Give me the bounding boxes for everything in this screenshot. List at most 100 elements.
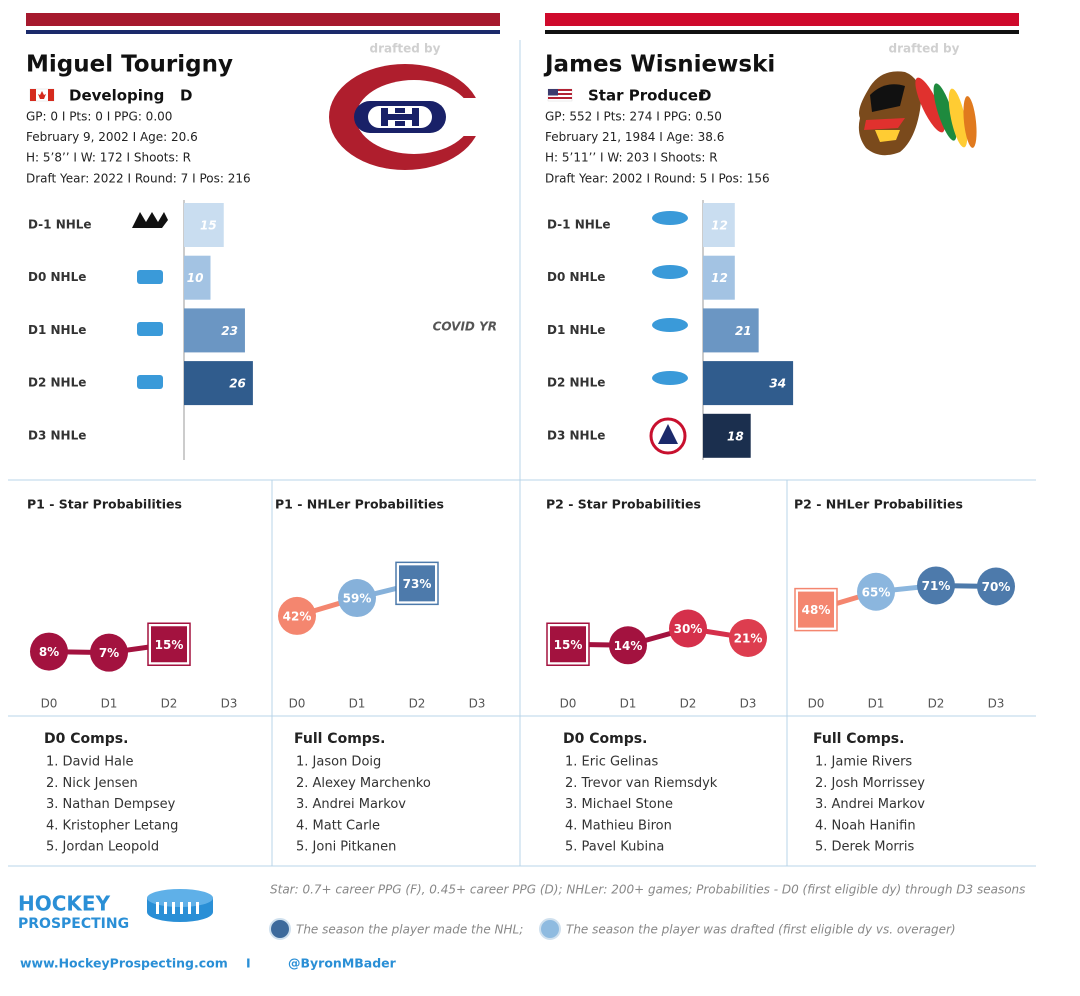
x-tick-label: D1: [620, 697, 637, 711]
point-label: 48%: [802, 603, 831, 617]
brand-line: HOCKEY: [18, 892, 111, 916]
row-label: D2 NHLe: [547, 376, 605, 390]
comps-item: 2. Josh Morrissey: [815, 776, 925, 791]
bar: [184, 361, 253, 406]
comps-item: 5. Jordan Leopold: [46, 840, 159, 855]
player-stat: Draft Year: 2022 I Round: 7 I Pos: 216: [26, 171, 251, 185]
comps-item: 3. Andrei Markov: [815, 797, 925, 812]
league-icons: [132, 211, 688, 455]
point-marker: [977, 567, 1015, 606]
point-label: 21%: [734, 631, 763, 645]
x-tick-label: D3: [469, 697, 486, 711]
bar-label: 34: [769, 377, 786, 391]
x-tick-label: D0: [560, 697, 577, 711]
team-logo-canadiens: [329, 64, 486, 170]
header-bar: [26, 13, 500, 26]
player-name: Miguel Tourigny: [26, 52, 233, 78]
player-stat: February 21, 1984 I Age: 38.6: [545, 130, 724, 144]
player-stat: GP: 0 I Pts: 0 I PPG: 0.00: [26, 110, 172, 124]
panel-title: P2 - NHLer Probabilities: [794, 497, 963, 512]
row-label: D-1 NHLe: [28, 218, 92, 232]
bar-label: 12: [711, 271, 728, 285]
row-label: D0 NHLe: [547, 270, 605, 284]
point-label: 15%: [155, 638, 184, 652]
player-role: Star Producer: [588, 87, 706, 105]
comps-item: 2. Nick Jensen: [46, 776, 138, 791]
dividers: [8, 40, 1036, 867]
row-label: D1 NHLe: [547, 323, 605, 337]
player-stat: H: 5’8’’ I W: 172 I Shoots: R: [26, 151, 191, 165]
comps-item: 5. Pavel Kubina: [565, 840, 664, 855]
point-marker: [30, 632, 68, 671]
comps-item: 5. Derek Morris: [815, 840, 915, 855]
flag-canada: [29, 88, 55, 102]
x-tick-label: D1: [868, 697, 885, 711]
player-stat: H: 5’11’’ I W: 203 I Shoots: R: [545, 151, 718, 165]
row-label: D0 NHLe: [28, 270, 86, 284]
point-label: 30%: [674, 622, 703, 636]
comps-item: 4. Noah Hanifin: [815, 818, 916, 833]
comps-item: 2. Trevor van Riemsdyk: [565, 776, 718, 791]
comps-title: D0 Comps.: [563, 731, 647, 747]
panel-title: P2 - Star Probabilities: [546, 497, 701, 512]
row-label: D3 NHLe: [547, 428, 605, 442]
bar: [703, 361, 794, 406]
point-marker: [151, 626, 187, 663]
bar-label: 18: [727, 429, 744, 443]
point-label: 7%: [99, 646, 119, 660]
point-label: 70%: [982, 580, 1011, 594]
point-marker: [90, 633, 128, 672]
bar: [703, 308, 759, 353]
bar: [703, 203, 735, 247]
player-stat: February 9, 2002 I Age: 20.6: [26, 130, 198, 144]
row-label: D2 NHLe: [28, 376, 86, 390]
comps-item: 1. Jason Doig: [296, 755, 381, 770]
brand-line: PROSPECTING: [18, 916, 129, 932]
player-position: D: [180, 87, 192, 105]
point-marker: [857, 572, 895, 611]
comps-item: 3. Andrei Markov: [296, 797, 406, 812]
bar-label: 12: [711, 219, 728, 233]
separator: I: [246, 956, 251, 971]
x-tick-label: D2: [928, 697, 945, 711]
annotation: COVID YR: [433, 320, 497, 334]
point-marker: [917, 566, 955, 605]
x-tick-label: D1: [101, 697, 118, 711]
comps-item: 4. Matt Carle: [296, 818, 380, 833]
website: www.HockeyProspecting.com: [20, 956, 228, 971]
handle: @ByronMBader: [288, 956, 397, 971]
x-tick-label: D0: [808, 697, 825, 711]
comps-title: Full Comps.: [294, 731, 385, 747]
drafted-by: drafted by: [889, 42, 960, 56]
brand-puck: [147, 889, 213, 922]
row-label: D1 NHLe: [28, 323, 86, 337]
bar-label: 15: [200, 219, 217, 233]
point-label: 14%: [614, 639, 643, 653]
definition: Star: 0.7+ career PPG (F), 0.45+ career …: [270, 883, 1025, 897]
comps-title: D0 Comps.: [44, 731, 128, 747]
x-tick-label: D2: [409, 697, 426, 711]
point-label: 71%: [922, 579, 951, 593]
header-line: [545, 30, 1019, 34]
comps-item: 1. Eric Gelinas: [565, 755, 658, 770]
x-tick-label: D3: [988, 697, 1005, 711]
x-tick-label: D2: [680, 697, 697, 711]
legend-label: The season the player made the NHL;: [296, 923, 523, 937]
x-tick-label: D3: [740, 697, 757, 711]
player-name: James Wisniewski: [543, 52, 775, 78]
point-marker: [669, 609, 707, 648]
point-label: 73%: [403, 577, 432, 591]
comps-item: 1. David Hale: [46, 755, 134, 770]
x-tick-label: D1: [349, 697, 366, 711]
bar: [703, 413, 751, 458]
bar: [184, 308, 245, 353]
comps-item: 4. Mathieu Biron: [565, 818, 672, 833]
point-label: 65%: [862, 585, 891, 599]
comps-item: 4. Kristopher Letang: [46, 818, 178, 833]
flag-usa: [547, 88, 573, 102]
point-label: 59%: [343, 592, 372, 606]
x-tick-label: D0: [41, 697, 58, 711]
point-label: 8%: [39, 645, 59, 659]
legend-swatch: [269, 918, 291, 940]
